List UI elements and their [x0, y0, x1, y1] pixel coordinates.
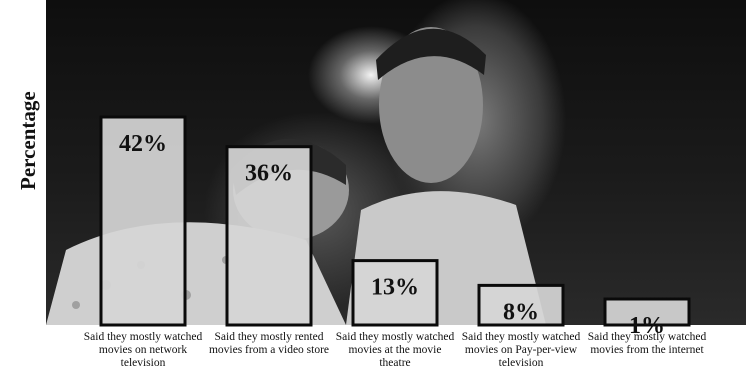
- bar-3: [351, 259, 439, 327]
- value-label-1: 42%: [119, 131, 167, 157]
- bar-5: [603, 297, 691, 327]
- value-label-4: 8%: [503, 299, 539, 325]
- value-label-3: 13%: [371, 275, 419, 301]
- bar-1: [99, 115, 187, 327]
- category-label-2: Said they mostly rented movies from a vi…: [208, 331, 330, 356]
- value-label-2: 36%: [245, 161, 293, 187]
- category-label-3: Said they mostly watched movies at the m…: [335, 331, 455, 369]
- bar-2: [225, 145, 313, 327]
- category-label-1: Said they mostly watched movies on netwo…: [83, 331, 203, 369]
- category-label-4: Said they mostly watched movies on Pay-p…: [461, 331, 581, 369]
- value-label-5: 1%: [629, 313, 665, 339]
- category-label-5: Said they mostly watched movies from the…: [587, 331, 707, 356]
- bar-4: [477, 283, 565, 327]
